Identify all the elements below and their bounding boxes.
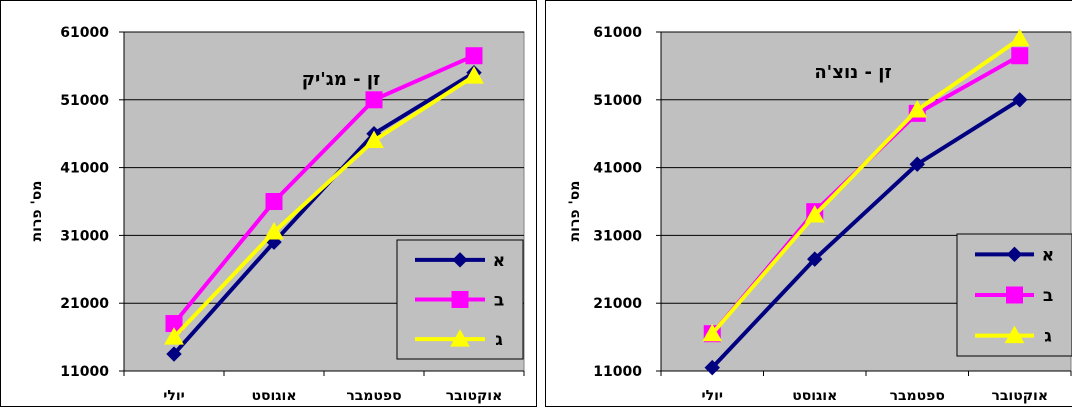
y-tick-label: 41000 xyxy=(593,161,642,177)
y-tick-label: 31000 xyxy=(60,228,109,244)
legend-label: ב xyxy=(494,291,504,311)
series-3 xyxy=(164,66,484,345)
x-tick-label: אוגוסט xyxy=(251,388,296,404)
legend-marker xyxy=(1006,286,1023,304)
data-point xyxy=(264,221,284,240)
data-point xyxy=(166,346,182,362)
data-point xyxy=(1011,47,1029,65)
line-chart-right: 11000 21000 31000 41000 51000 61000 יולי אוגוסט… xyxy=(567,25,1072,404)
x-tick-label: אוגוסט xyxy=(792,388,837,404)
legend-marker xyxy=(451,291,469,308)
y-tick-label: 51000 xyxy=(60,93,109,109)
y-tick-label: 21000 xyxy=(60,296,109,312)
y-tick-label: 41000 xyxy=(60,161,109,177)
y-tick-label: 11000 xyxy=(60,364,109,380)
data-point xyxy=(464,66,484,84)
chart-title: זן - נוצ'ה xyxy=(814,62,891,83)
y-axis-label: מס' פרות xyxy=(567,181,583,242)
data-point xyxy=(909,156,925,172)
y-tick-label: 61000 xyxy=(593,25,642,41)
data-point xyxy=(1012,92,1028,108)
y-axis-label: מס' פרות xyxy=(29,181,45,242)
data-point xyxy=(702,323,723,342)
data-point xyxy=(804,205,825,223)
chart-panel-left: 11000 21000 31000 41000 51000 61000 יולי אוגוסט… xyxy=(0,0,537,407)
series-3 xyxy=(702,28,1030,342)
x-tick-label: ספטמבר xyxy=(890,388,945,404)
x-tick-label: ספטמבר xyxy=(346,388,401,404)
series-line xyxy=(710,37,1021,336)
series-line xyxy=(172,53,475,325)
legend-label: א xyxy=(493,251,505,271)
y-tick-label: 51000 xyxy=(593,93,642,109)
data-point xyxy=(704,359,720,376)
data-point xyxy=(907,99,928,118)
x-tick-label: אוקטובר xyxy=(991,388,1048,404)
data-point xyxy=(465,47,483,65)
data-point xyxy=(807,251,823,267)
legend-marker xyxy=(1006,246,1023,263)
legend-label: ג xyxy=(495,330,503,350)
data-point xyxy=(1009,28,1030,47)
legend-marker xyxy=(450,329,470,347)
data-point xyxy=(364,130,384,148)
legend-marker xyxy=(452,252,468,268)
x-tick-label: יולי xyxy=(701,388,723,404)
series-line xyxy=(710,98,1021,369)
y-tick-label: 61000 xyxy=(60,25,109,41)
x-tick-label: יולי xyxy=(163,388,185,404)
legend-label: ב xyxy=(1043,286,1053,306)
data-point xyxy=(365,91,383,109)
data-point xyxy=(164,327,184,345)
data-point xyxy=(265,193,283,210)
legend-label: ג xyxy=(1044,327,1052,347)
line-chart-left: 11000 21000 31000 41000 51000 61000 יולי אוגוסט… xyxy=(29,25,525,404)
series-line xyxy=(172,74,476,339)
x-tick-label: אוקטובר xyxy=(446,388,503,404)
legend-marker xyxy=(1004,325,1025,344)
y-tick-label: 11000 xyxy=(593,364,642,380)
chart-title: זן - מג'יק xyxy=(302,69,381,90)
y-tick-label: 21000 xyxy=(593,296,642,312)
legend-label: א xyxy=(1042,245,1054,265)
chart-panel-right: 11000 21000 31000 41000 51000 61000 יולי אוגוסט… xyxy=(545,0,1072,407)
series-1 xyxy=(704,92,1028,376)
y-tick-label: 31000 xyxy=(593,228,642,244)
